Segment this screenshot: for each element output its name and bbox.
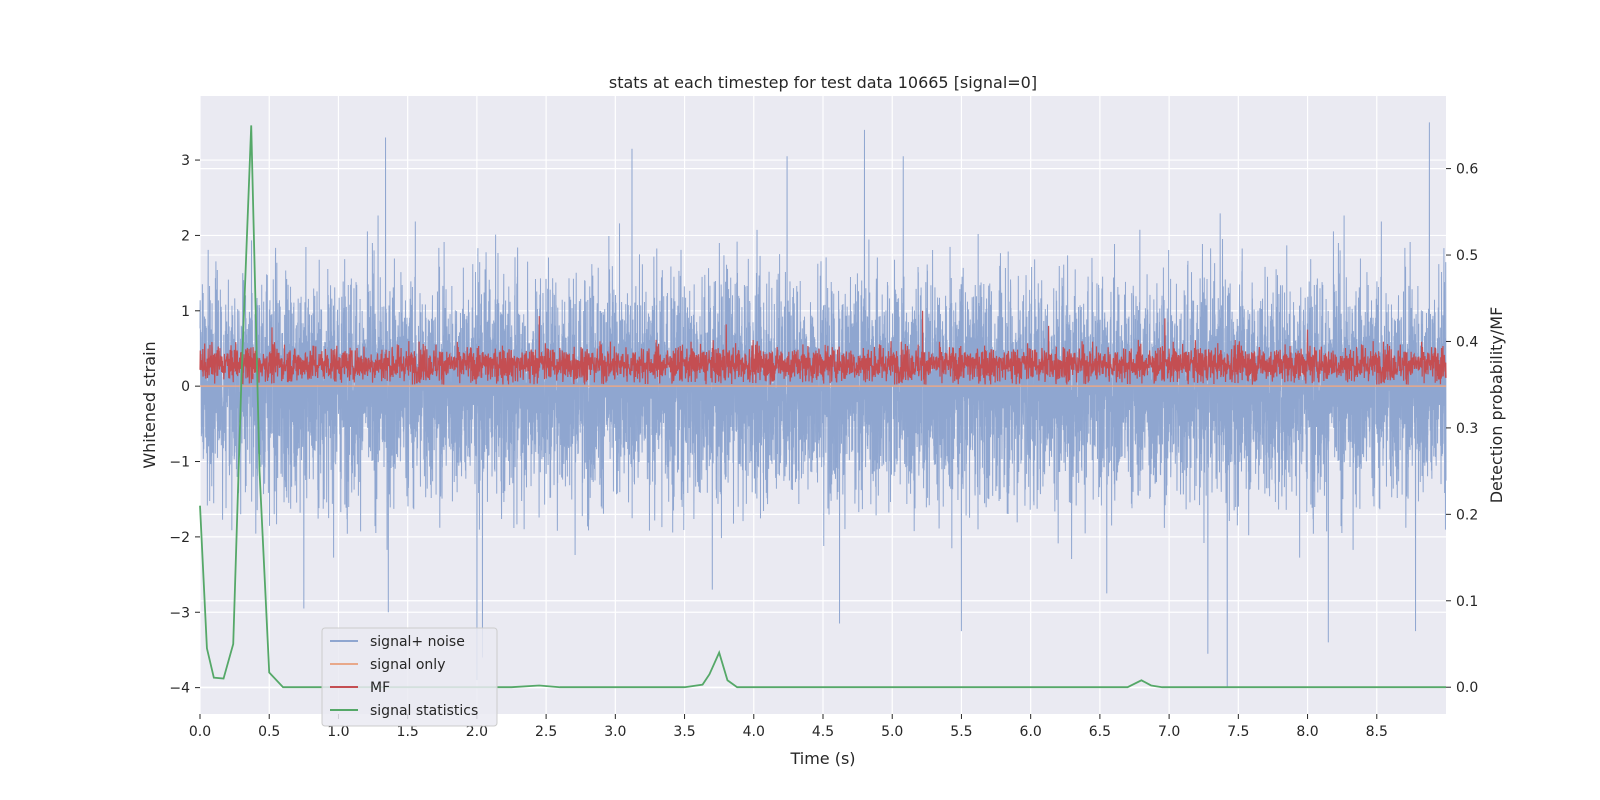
y-tick-label: 0 bbox=[181, 379, 190, 395]
y2-tick-label: 0.0 bbox=[1456, 680, 1478, 696]
legend: signal+ noise signal only MF signal stat… bbox=[321, 627, 498, 727]
y2-tick-label: 0.1 bbox=[1456, 594, 1478, 610]
y-axis-ticks: 3 2 1 0 −1 −2 −3 −4 bbox=[169, 153, 200, 697]
x-tick-label: 5.5 bbox=[950, 724, 972, 740]
y-tick-label: −4 bbox=[169, 681, 190, 697]
mf-line bbox=[199, 310, 1447, 385]
y2-tick-label: 0.5 bbox=[1456, 248, 1478, 264]
x-tick-label: 5.0 bbox=[881, 724, 903, 740]
y-tick-label: −2 bbox=[169, 530, 190, 546]
x-tick-label: 0.0 bbox=[189, 724, 211, 740]
x-tick-label: 2.0 bbox=[466, 724, 488, 740]
x-tick-label: 8.5 bbox=[1366, 724, 1388, 740]
y-tick-label: 1 bbox=[181, 304, 190, 320]
series-mf bbox=[199, 310, 1447, 385]
y-tick-label: −3 bbox=[169, 605, 190, 621]
y2-axis-ticks: 0.6 0.5 0.4 0.3 0.2 0.1 0.0 bbox=[1446, 162, 1478, 696]
legend-label-mf: MF bbox=[370, 680, 390, 696]
x-tick-label: 7.5 bbox=[1227, 724, 1249, 740]
y-tick-label: −1 bbox=[169, 455, 190, 471]
x-tick-label: 1.5 bbox=[397, 724, 419, 740]
y-tick-label: 3 bbox=[181, 153, 190, 169]
x-tick-label: 2.5 bbox=[535, 724, 557, 740]
legend-label-signal-only: signal only bbox=[370, 657, 445, 673]
x-tick-label: 1.0 bbox=[327, 724, 349, 740]
x-axis-label: Time (s) bbox=[789, 749, 855, 768]
y-tick-label: 2 bbox=[181, 228, 190, 244]
signal-statistics-line bbox=[199, 125, 1446, 689]
x-tick-label: 4.5 bbox=[812, 724, 834, 740]
series-signal-statistics bbox=[199, 125, 1446, 689]
x-tick-label: 6.0 bbox=[1020, 724, 1042, 740]
y2-tick-label: 0.2 bbox=[1456, 507, 1478, 523]
y2-tick-label: 0.4 bbox=[1456, 334, 1478, 350]
legend-label-signal-noise: signal+ noise bbox=[370, 634, 465, 650]
x-tick-label: 3.0 bbox=[604, 724, 626, 740]
x-tick-label: 8.0 bbox=[1296, 724, 1318, 740]
x-tick-label: 3.5 bbox=[673, 724, 695, 740]
x-tick-label: 0.5 bbox=[258, 724, 280, 740]
x-tick-label: 6.5 bbox=[1089, 724, 1111, 740]
y2-tick-label: 0.6 bbox=[1456, 162, 1478, 178]
chart-title: stats at each timestep for test data 106… bbox=[609, 73, 1037, 92]
y-axis-label: Whitened strain bbox=[140, 341, 159, 468]
legend-label-signal-statistics: signal statistics bbox=[370, 703, 478, 719]
x-tick-label: 7.0 bbox=[1158, 724, 1180, 740]
y2-tick-label: 0.3 bbox=[1456, 421, 1478, 437]
y2-axis-label: Detection probability/MF bbox=[1487, 307, 1506, 504]
x-tick-label: 4.0 bbox=[743, 724, 765, 740]
legend-box bbox=[321, 627, 498, 727]
x-axis-ticks: 0.0 0.5 1.0 1.5 2.0 2.5 3.0 3.5 4.0 4.5 5.0 5.5 6.0 6… bbox=[189, 714, 1388, 740]
